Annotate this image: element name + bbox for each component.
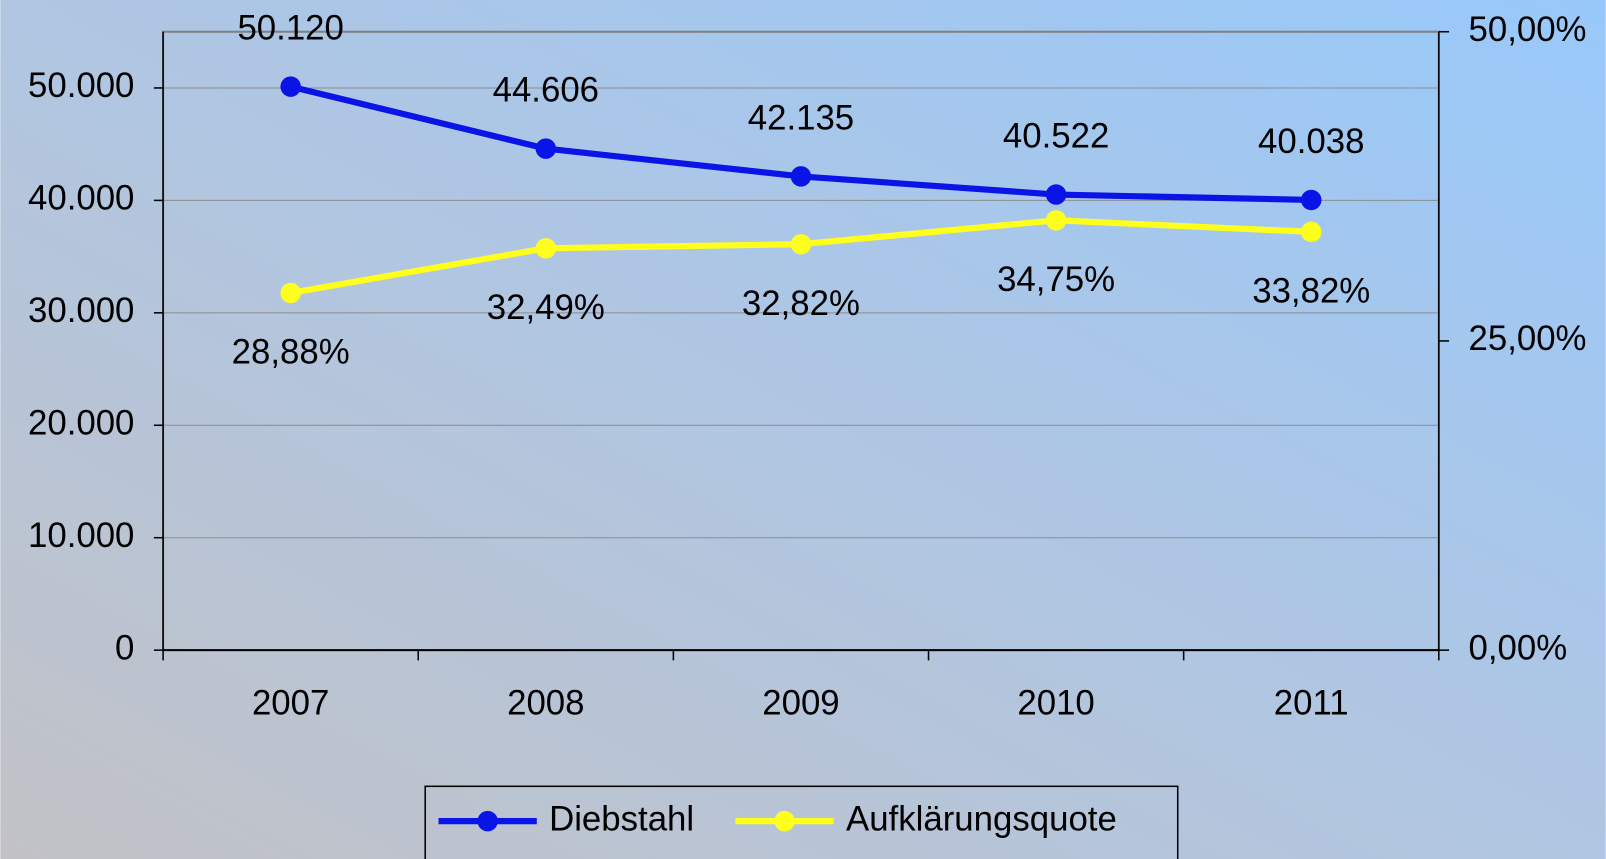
legend-label: Diebstahl: [549, 799, 694, 838]
x-tick-label: 2010: [1017, 684, 1094, 723]
y-tick-label: 50.000: [28, 66, 134, 105]
y-tick-label: 10.000: [28, 516, 134, 555]
data-label: 50.120: [237, 8, 343, 47]
data-label: 28,88%: [232, 333, 350, 372]
x-tick-label: 2008: [507, 684, 584, 723]
data-point: [1045, 210, 1067, 231]
data-point: [280, 282, 301, 304]
x-tick-label: 2011: [1274, 684, 1349, 723]
x-tick-label: 2007: [252, 684, 329, 723]
data-point: [535, 238, 557, 259]
legend-marker: [477, 810, 498, 832]
x-tick-label: 2009: [762, 684, 839, 723]
data-label: 42.135: [748, 98, 854, 137]
data-point: [790, 166, 812, 187]
data-point: [535, 138, 557, 159]
legend-label: Aufklärungsquote: [846, 799, 1117, 838]
data-label: 32,82%: [742, 284, 860, 323]
y2-tick-label: 25,00%: [1468, 319, 1586, 358]
data-point: [1045, 184, 1067, 205]
data-label: 34,75%: [997, 260, 1115, 299]
data-point: [1300, 221, 1322, 243]
data-label: 33,82%: [1252, 271, 1370, 310]
data-point: [790, 233, 812, 255]
legend-box: [424, 785, 1179, 859]
y-tick-label: 40.000: [28, 179, 134, 218]
y2-tick-label: 50,00%: [1468, 10, 1586, 49]
data-label: 40.038: [1258, 122, 1364, 161]
y-tick-label: 30.000: [28, 291, 134, 330]
data-label: 44.606: [493, 70, 599, 109]
data-label: 32,49%: [487, 288, 605, 327]
data-point: [1300, 189, 1322, 211]
legend-marker: [774, 810, 795, 832]
data-point: [280, 76, 301, 97]
data-label: 40.522: [1003, 116, 1109, 155]
y-tick-label: 0: [115, 628, 134, 667]
y-tick-label: 20.000: [28, 403, 134, 442]
y2-tick-label: 0,00%: [1468, 628, 1567, 667]
